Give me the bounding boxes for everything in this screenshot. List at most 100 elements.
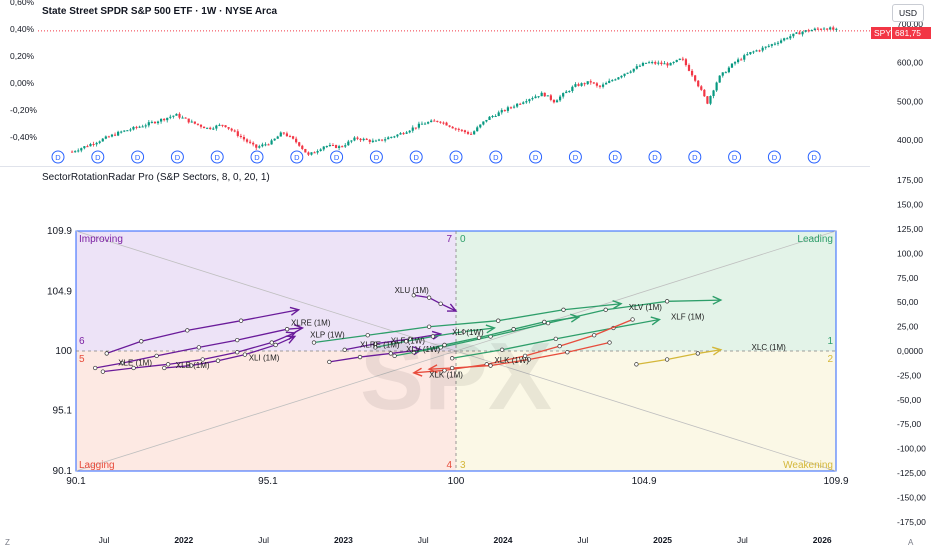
dividend-marker[interactable]: D: [608, 150, 622, 164]
series-line[interactable]: [164, 335, 296, 369]
series-point[interactable]: [592, 333, 597, 338]
series-point[interactable]: [373, 345, 378, 350]
series-point[interactable]: [162, 365, 167, 371]
dividend-marker[interactable]: D: [767, 150, 781, 164]
dividend-circle[interactable]: [170, 150, 184, 164]
dividend-marker[interactable]: D: [131, 150, 145, 164]
series-point[interactable]: [607, 340, 612, 345]
dividend-circle[interactable]: [529, 150, 543, 164]
series-point[interactable]: [630, 317, 635, 322]
series-point[interactable]: [557, 344, 562, 349]
dividend-circle[interactable]: [290, 150, 304, 164]
series-point[interactable]: [273, 342, 278, 348]
series-trail[interactable]: [427, 340, 612, 374]
series-point[interactable]: [553, 336, 558, 342]
series-point[interactable]: [327, 359, 332, 365]
series-point[interactable]: [488, 363, 493, 368]
dividend-marker[interactable]: D: [290, 150, 304, 164]
dividend-marker[interactable]: D: [529, 150, 543, 164]
series-trail[interactable]: [634, 346, 723, 367]
dividend-circle[interactable]: [807, 150, 821, 164]
series-point[interactable]: [522, 353, 528, 358]
dividend-circle[interactable]: [51, 150, 65, 164]
series-line[interactable]: [413, 316, 579, 353]
series-point[interactable]: [189, 363, 194, 368]
series-point[interactable]: [139, 339, 144, 344]
series-point[interactable]: [311, 340, 317, 345]
dividend-circle[interactable]: [330, 150, 344, 164]
series-trail[interactable]: [100, 331, 297, 374]
series-point[interactable]: [426, 295, 432, 300]
series-trail[interactable]: [93, 324, 305, 371]
series-line[interactable]: [344, 333, 441, 351]
dividend-circle[interactable]: [688, 150, 702, 164]
dividend-marker[interactable]: D: [409, 150, 423, 164]
dividend-marker[interactable]: D: [728, 150, 742, 164]
series-point[interactable]: [561, 307, 566, 312]
series-point[interactable]: [450, 356, 455, 361]
series-line[interactable]: [429, 341, 610, 370]
series-trail[interactable]: [342, 330, 443, 352]
series-trail[interactable]: [411, 313, 581, 355]
dividend-circle[interactable]: [409, 150, 423, 164]
series-point[interactable]: [411, 350, 416, 355]
series-point[interactable]: [476, 335, 482, 340]
series-point[interactable]: [215, 358, 221, 363]
dividend-circle[interactable]: [608, 150, 622, 164]
currency-button[interactable]: USD: [892, 4, 924, 22]
series-trail[interactable]: [412, 317, 635, 377]
dividend-marker[interactable]: D: [210, 150, 224, 164]
dividend-circle[interactable]: [369, 150, 383, 164]
series-point[interactable]: [242, 352, 248, 357]
series-trail[interactable]: [162, 335, 297, 371]
series-point[interactable]: [542, 319, 547, 325]
series-point[interactable]: [526, 357, 532, 362]
series-point[interactable]: [450, 365, 455, 371]
dividend-circle[interactable]: [210, 150, 224, 164]
series-point[interactable]: [499, 347, 505, 352]
series-point[interactable]: [235, 337, 240, 343]
series-line[interactable]: [313, 303, 622, 344]
series-point[interactable]: [411, 293, 416, 298]
series-point[interactable]: [664, 357, 670, 362]
series-point[interactable]: [426, 324, 432, 329]
series-point[interactable]: [119, 360, 125, 366]
dividend-circle[interactable]: [91, 150, 105, 164]
dividend-marker[interactable]: D: [51, 150, 65, 164]
series-point[interactable]: [342, 347, 347, 352]
series-point[interactable]: [496, 318, 501, 323]
series-point[interactable]: [165, 362, 171, 367]
price-pane[interactable]: 0,60% 0,40% 0,20% 0,00% -0,20% -0,40% 600,00 50…: [10, 0, 923, 164]
series-point[interactable]: [365, 333, 370, 338]
series-point[interactable]: [185, 328, 190, 333]
series-point[interactable]: [357, 354, 363, 360]
series-point[interactable]: [695, 351, 700, 356]
series-point[interactable]: [196, 345, 201, 350]
dividend-marker[interactable]: D: [170, 150, 184, 164]
series-point[interactable]: [131, 365, 136, 371]
series-point[interactable]: [438, 301, 443, 306]
series-trail[interactable]: [411, 293, 458, 312]
dividend-circle[interactable]: [489, 150, 503, 164]
right-price-axis[interactable]: 175,00 150,00 125,00 100,00 75,00 50,00 25,00 0…: [897, 175, 926, 527]
series-point[interactable]: [93, 365, 98, 371]
series-point[interactable]: [430, 334, 436, 339]
dividend-marker[interactable]: D: [250, 150, 264, 164]
dividend-marker[interactable]: D: [489, 150, 503, 164]
series-point[interactable]: [603, 307, 608, 312]
series-point[interactable]: [403, 339, 409, 344]
series-trail[interactable]: [373, 324, 496, 350]
dividend-marker[interactable]: D: [568, 150, 582, 164]
series-point[interactable]: [104, 351, 109, 356]
series-point[interactable]: [284, 327, 290, 332]
series-line[interactable]: [413, 294, 457, 312]
dividend-circle[interactable]: [250, 150, 264, 164]
series-point[interactable]: [442, 342, 447, 348]
dividend-marker[interactable]: D: [648, 150, 662, 164]
dividend-marker[interactable]: D: [91, 150, 105, 164]
series-point[interactable]: [565, 350, 570, 355]
series-line[interactable]: [636, 349, 721, 365]
series-trail[interactable]: [450, 316, 662, 361]
series-point[interactable]: [154, 353, 159, 358]
